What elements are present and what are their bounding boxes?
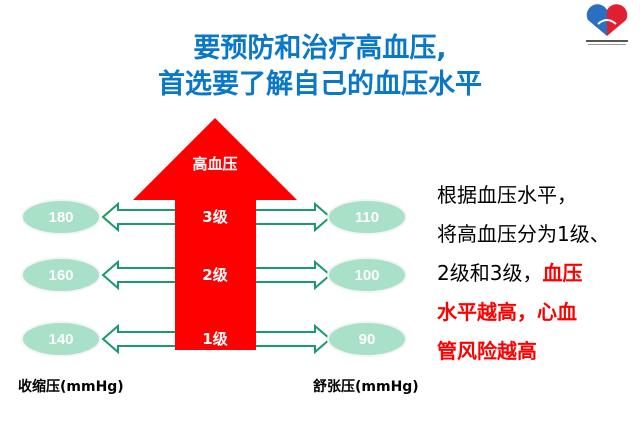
diastolic-ellipse (327, 199, 407, 235)
side-line-2: 将高血压分为1级、 (437, 222, 610, 246)
systolic-arrow (101, 323, 177, 355)
diastolic-arrow (254, 259, 332, 291)
level-label: 2级 (202, 266, 228, 284)
systolic-arrow (101, 201, 177, 233)
title-line-2: 首选要了解自己的血压水平 (158, 69, 482, 100)
diastolic-value: 100 (354, 267, 379, 284)
systolic-ellipse (21, 321, 101, 357)
side-line-3-black: 2级和3级， (437, 261, 543, 285)
systolic-ellipse (21, 257, 101, 293)
diastolic-arrow (254, 323, 332, 355)
diastolic-value: 110 (355, 209, 379, 226)
level-label: 3级 (202, 208, 228, 226)
association-logo (586, 4, 628, 45)
diastolic-arrow (254, 201, 332, 233)
diastolic-ellipse (327, 257, 407, 293)
side-line-5: 管风险越高 (437, 339, 537, 363)
systolic-ellipse (21, 199, 101, 235)
systolic-value: 140 (48, 331, 73, 348)
systolic-value: 180 (48, 209, 73, 226)
side-line-1: 根据血压水平， (437, 183, 577, 207)
diastolic-label: 舒张压(mmHg) (313, 379, 419, 395)
side-line-3: 2级和3级，血压 (437, 254, 610, 293)
side-description: 根据血压水平， 将高血压分为1级、 2级和3级，血压 水平越高，心血 管风险越高 (437, 176, 610, 371)
title-line-1: 要预防和治疗高血压, (193, 33, 447, 64)
hypertension-up-arrow (133, 118, 297, 350)
diastolic-value: 90 (359, 331, 376, 348)
slide-title: 要预防和治疗高血压, 首选要了解自己的血压水平 (0, 31, 640, 103)
systolic-arrow (101, 259, 177, 291)
side-line-4: 水平越高，心血 (437, 300, 577, 324)
side-line-3-red: 血压 (542, 261, 583, 285)
systolic-value: 160 (48, 267, 73, 284)
arrow-label: 高血压 (192, 155, 237, 173)
systolic-label: 收缩压(mmHg) (18, 379, 124, 395)
diastolic-ellipse (327, 321, 407, 357)
level-label: 1级 (202, 330, 228, 348)
